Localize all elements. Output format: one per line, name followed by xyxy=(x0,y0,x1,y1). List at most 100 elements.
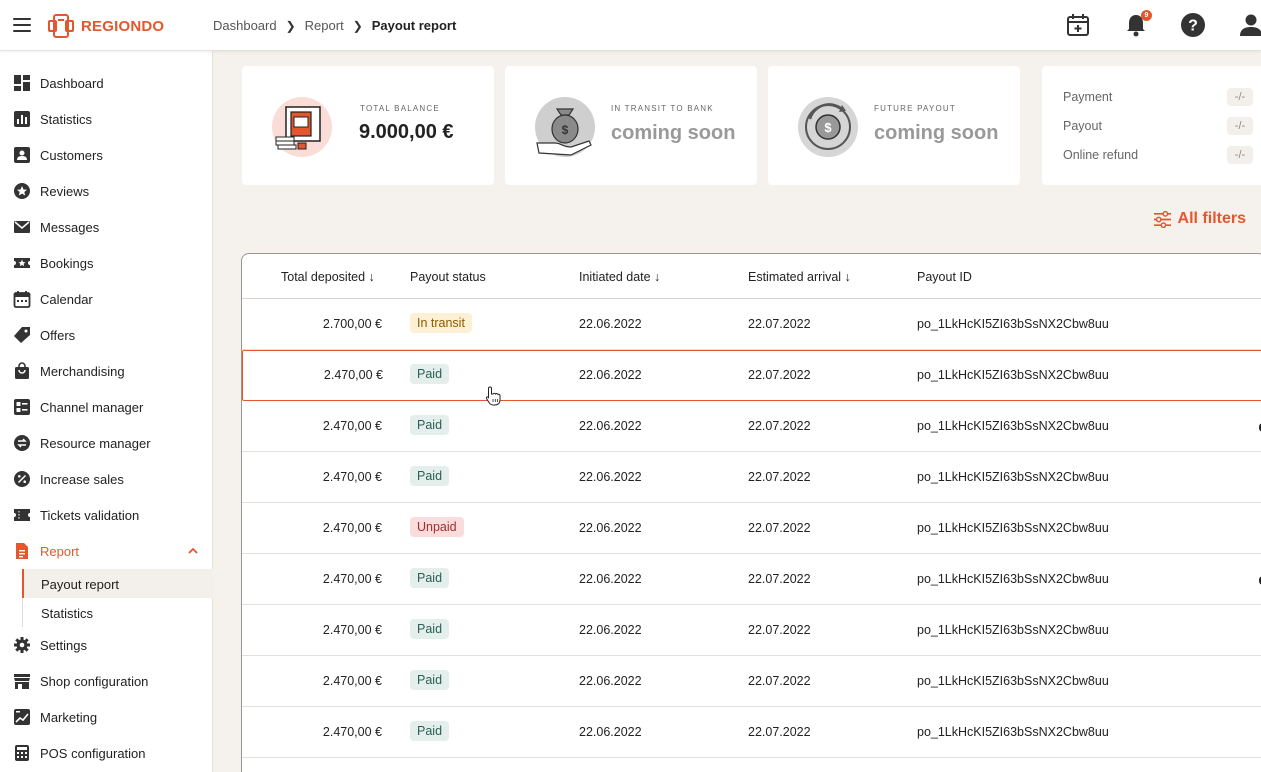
cell-payout-id: po_1LkHcKI5ZI63bSsNX2Cbw8uu xyxy=(917,623,1109,637)
sidebar-item-pos-configuration[interactable]: POS configuration xyxy=(0,735,213,771)
row-action-handle[interactable] xyxy=(1259,423,1261,432)
col-estimated-arrival[interactable]: Estimated arrival ↓ xyxy=(748,270,851,284)
chevron-right-icon: ❯ xyxy=(352,18,363,33)
sidebar-item-offers[interactable]: Offers xyxy=(0,317,213,353)
cell-initiated: 22.06.2022 xyxy=(579,317,642,331)
dashboard-icon xyxy=(14,75,30,91)
summary-row-online-refund: Online refund -/- xyxy=(1063,146,1257,164)
cell-payout-id: po_1LkHcKI5ZI63bSsNX2Cbw8uu xyxy=(917,725,1109,739)
cell-amount: 2.470,00 € xyxy=(322,470,382,484)
total-balance-value: 9.000,00 € xyxy=(359,121,454,143)
percent-icon xyxy=(14,471,30,487)
summary-card: Payment -/- Payout -/- Online refund -/- xyxy=(1042,66,1261,185)
sidebar-item-label: Reviews xyxy=(40,184,90,199)
status-badge: Paid xyxy=(410,619,450,639)
payout-table: Total deposited ↓ Payout status Initiate… xyxy=(241,253,1261,772)
cell-amount: 2.470,00 € xyxy=(322,725,382,739)
coin-cycle-icon: $ xyxy=(798,97,858,157)
sidebar-item-label: Bookings xyxy=(40,256,94,271)
total-balance-card: TOTAL BALANCE 9.000,00 € xyxy=(242,66,494,185)
storefront-icon xyxy=(14,674,30,689)
sidebar-item-merchandising[interactable]: Merchandising xyxy=(0,353,213,389)
cell-arrival: 22.07.2022 xyxy=(748,572,811,586)
user-icon[interactable] xyxy=(1238,12,1261,38)
marketing-icon xyxy=(14,709,30,725)
cell-initiated: 22.06.2022 xyxy=(579,674,642,688)
table-row[interactable]: 2.470,00 € Paid 22.06.2022 22.07.2022 po… xyxy=(242,554,1261,605)
sidebar-item-tickets-validation[interactable]: Tickets validation xyxy=(0,497,213,533)
help-icon[interactable]: ? xyxy=(1180,12,1206,38)
in-transit-value: coming soon xyxy=(611,122,736,144)
cell-amount: 2.470,00 € xyxy=(322,572,382,586)
cell-arrival: 22.07.2022 xyxy=(748,623,811,637)
sidebar-item-label: Dashboard xyxy=(40,76,104,91)
sidebar: Dashboard Statistics Customers Reviews M… xyxy=(0,51,213,772)
sidebar-item-calendar[interactable]: Calendar xyxy=(0,281,213,317)
sidebar-item-customers[interactable]: Customers xyxy=(0,137,213,173)
table-row[interactable]: 2.470,00 € Paid 22.06.2022 22.07.2022 po… xyxy=(242,605,1261,656)
summary-value: -/- xyxy=(1227,146,1253,164)
all-filters-label: All filters xyxy=(1177,210,1246,227)
cell-initiated: 22.06.2022 xyxy=(579,368,642,382)
breadcrumb: Dashboard ❯ Report ❯ Payout report xyxy=(213,18,456,33)
sidebar-item-label: POS configuration xyxy=(40,746,146,761)
table-row[interactable]: 2.470,00 € Paid 22.06.2022 22.07.2022 po… xyxy=(242,350,1261,401)
sidebar-item-marketing[interactable]: Marketing xyxy=(0,699,213,735)
table-row[interactable]: 2.470,00 € Paid 22.06.2022 22.07.2022 po… xyxy=(242,401,1261,452)
col-initiated-date[interactable]: Initiated date ↓ xyxy=(579,270,661,284)
cell-arrival: 22.07.2022 xyxy=(748,419,811,433)
sidebar-item-statistics[interactable]: Statistics xyxy=(0,101,213,137)
sidebar-item-bookings[interactable]: Bookings xyxy=(0,245,213,281)
document-icon xyxy=(16,543,28,559)
safe-illustration-icon xyxy=(272,97,332,157)
logo[interactable]: REGIONDO xyxy=(47,12,164,40)
all-filters-button[interactable]: All filters xyxy=(1153,210,1246,228)
summary-row-payout: Payout -/- xyxy=(1063,117,1257,135)
breadcrumb-report[interactable]: Report xyxy=(304,18,344,33)
sidebar-subitem-payout-report[interactable]: Payout report xyxy=(22,569,213,598)
col-total-deposited[interactable]: Total deposited ↓ xyxy=(281,270,375,284)
ticket-icon xyxy=(14,509,30,521)
cell-initiated: 22.06.2022 xyxy=(579,470,642,484)
sidebar-item-shop-configuration[interactable]: Shop configuration xyxy=(0,663,213,699)
menu-icon[interactable] xyxy=(13,18,31,32)
svg-text:$: $ xyxy=(562,123,569,137)
table-row[interactable]: 2.700,00 € In transit 22.06.2022 22.07.2… xyxy=(242,299,1261,350)
sidebar-item-increase-sales[interactable]: Increase sales xyxy=(0,461,213,497)
status-badge: Paid xyxy=(410,721,450,741)
row-action-handle[interactable] xyxy=(1259,576,1261,585)
sidebar-item-reviews[interactable]: Reviews xyxy=(0,173,213,209)
chevron-up-icon[interactable] xyxy=(187,545,199,557)
cell-arrival: 22.07.2022 xyxy=(748,368,811,382)
in-transit-card: $ IN TRANSIT TO BANK coming soon xyxy=(505,66,757,185)
summary-row-payment: Payment -/- xyxy=(1063,88,1257,106)
table-row[interactable]: 2.470,00 € Paid 22.06.2022 22.07.2022 po… xyxy=(242,707,1261,758)
table-row[interactable]: 2.470,00 € Paid 22.06.2022 22.07.2022 po… xyxy=(242,452,1261,503)
sidebar-item-settings[interactable]: Settings xyxy=(0,627,213,663)
cell-arrival: 22.07.2022 xyxy=(748,317,811,331)
status-badge: Unpaid xyxy=(410,517,464,537)
breadcrumb-dashboard[interactable]: Dashboard xyxy=(213,18,277,33)
summary-label: Online refund xyxy=(1063,148,1139,162)
cell-initiated: 22.06.2022 xyxy=(579,419,642,433)
sidebar-item-resource-manager[interactable]: Resource manager xyxy=(0,425,213,461)
sidebar-item-messages[interactable]: Messages xyxy=(0,209,213,245)
cell-amount: 2.470,00 € xyxy=(322,674,382,688)
notifications[interactable]: 9 xyxy=(1123,10,1152,38)
sidebar-item-dashboard[interactable]: Dashboard xyxy=(0,65,213,101)
calendar-add-icon[interactable] xyxy=(1065,12,1091,38)
status-badge: Paid xyxy=(410,670,450,690)
summary-label: Payout xyxy=(1063,119,1102,133)
table-row[interactable]: 2.470,00 € Paid 22.06.2022 22.07.2022 po… xyxy=(242,656,1261,707)
sidebar-item-channel-manager[interactable]: Channel manager xyxy=(0,389,213,425)
table-row[interactable]: 2.470,00 € Unpaid 22.06.2022 22.07.2022 … xyxy=(242,503,1261,554)
sidebar-item-label: Messages xyxy=(40,220,100,235)
sidebar-item-report[interactable]: Report xyxy=(0,533,213,569)
sidebar-subitem-statistics[interactable]: Statistics xyxy=(23,598,214,627)
total-balance-label: TOTAL BALANCE xyxy=(360,104,440,113)
status-badge: In transit xyxy=(410,313,472,333)
summary-value: -/- xyxy=(1227,88,1253,106)
swap-icon xyxy=(14,435,30,451)
sidebar-item-label: Offers xyxy=(40,328,76,343)
cell-arrival: 22.07.2022 xyxy=(748,725,811,739)
